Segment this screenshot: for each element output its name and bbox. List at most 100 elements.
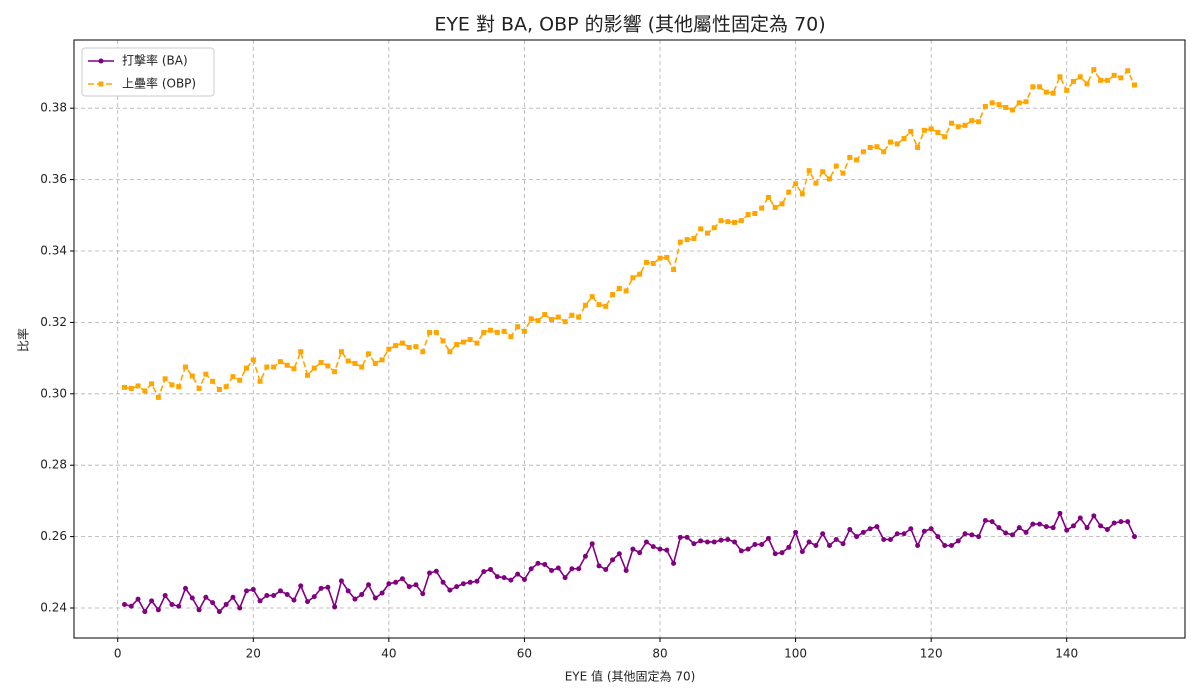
marker: [427, 570, 433, 576]
marker: [901, 136, 907, 142]
marker: [589, 541, 595, 547]
marker: [135, 596, 141, 602]
marker: [976, 119, 982, 125]
marker: [637, 550, 643, 556]
marker: [630, 546, 636, 552]
y-tick-label: 0.38: [40, 101, 67, 115]
marker: [508, 577, 514, 583]
y-tick-label: 0.24: [40, 601, 67, 615]
x-tick-label: 60: [517, 647, 532, 661]
marker: [1009, 107, 1015, 113]
x-tick-label: 0: [114, 647, 122, 661]
marker: [650, 544, 656, 550]
marker: [399, 576, 405, 582]
marker: [1098, 77, 1104, 83]
marker: [989, 519, 995, 525]
marker: [189, 373, 195, 379]
marker: [291, 366, 297, 372]
marker: [162, 376, 168, 382]
marker: [657, 546, 663, 552]
marker: [305, 372, 311, 378]
marker: [250, 586, 256, 592]
marker: [494, 574, 500, 580]
marker: [1084, 525, 1090, 531]
marker: [976, 534, 982, 540]
marker: [155, 394, 161, 400]
marker: [237, 377, 243, 383]
marker: [413, 582, 419, 588]
chart-title: EYE 對 BA, OBP 的影響 (其他屬性固定為 70): [434, 14, 825, 36]
marker: [135, 383, 141, 389]
marker: [216, 387, 222, 393]
marker: [948, 543, 954, 549]
marker: [989, 100, 995, 106]
marker: [887, 536, 893, 542]
marker: [366, 351, 372, 357]
marker: [528, 566, 534, 572]
marker: [596, 563, 602, 569]
marker: [122, 384, 127, 390]
marker: [1091, 67, 1097, 73]
marker: [535, 318, 541, 324]
marker: [1050, 525, 1056, 531]
marker: [223, 384, 229, 390]
marker: [745, 546, 751, 552]
y-tick-label: 0.30: [40, 386, 67, 400]
marker: [657, 255, 663, 261]
marker: [908, 128, 914, 134]
legend-label: 打擊率 (BA): [122, 53, 188, 68]
marker: [569, 566, 575, 572]
marker: [142, 609, 148, 615]
marker: [874, 144, 880, 150]
marker: [488, 566, 494, 572]
marker: [332, 604, 338, 610]
marker: [1084, 81, 1090, 87]
marker: [338, 578, 344, 584]
marker: [366, 582, 372, 588]
marker: [752, 541, 758, 547]
marker: [684, 534, 690, 540]
marker: [630, 275, 636, 281]
marker: [298, 349, 304, 355]
marker: [698, 226, 704, 232]
marker: [359, 591, 365, 597]
marker: [921, 528, 927, 534]
marker: [149, 598, 155, 604]
marker: [467, 337, 473, 343]
marker: [1043, 524, 1049, 530]
marker: [894, 531, 900, 537]
marker: [854, 534, 860, 540]
marker: [549, 317, 555, 323]
marker: [413, 344, 419, 350]
marker: [1057, 510, 1063, 516]
marker: [759, 541, 765, 547]
marker: [1043, 89, 1049, 95]
marker: [460, 339, 466, 345]
marker: [230, 374, 236, 380]
marker: [833, 163, 839, 169]
marker: [623, 288, 629, 294]
marker: [616, 285, 622, 291]
legend-label: 上壘率 (OBP): [122, 76, 196, 91]
marker: [955, 538, 961, 544]
marker: [704, 230, 710, 236]
marker: [732, 539, 738, 545]
marker: [277, 359, 283, 365]
marker: [1125, 519, 1131, 525]
marker: [379, 590, 385, 596]
marker: [691, 541, 697, 547]
plot-frame: [73, 39, 1186, 639]
marker: [467, 579, 473, 585]
marker: [1070, 523, 1076, 529]
marker: [772, 551, 778, 557]
marker: [149, 381, 155, 387]
marker: [440, 338, 446, 344]
marker: [338, 349, 344, 355]
marker: [359, 364, 365, 370]
series-line: [124, 511, 1136, 614]
marker: [264, 593, 270, 599]
marker: [196, 385, 202, 391]
marker: [867, 144, 873, 150]
marker: [501, 575, 507, 581]
x-tick-label: 20: [246, 647, 261, 661]
